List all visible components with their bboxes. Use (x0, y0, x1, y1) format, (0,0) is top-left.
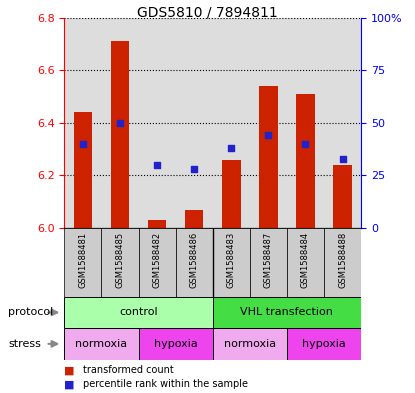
Bar (176, 228, 213, 297)
Bar (64, 297, 213, 328)
Bar (213, 328, 287, 360)
Bar (250, 228, 287, 297)
Text: control: control (119, 307, 158, 318)
Bar (139, 328, 213, 360)
Bar (333, 165, 352, 228)
Point (80, 141, 86, 147)
Text: hypoxia: hypoxia (154, 339, 198, 349)
Text: percentile rank within the sample: percentile rank within the sample (83, 379, 248, 389)
Text: GSM1588484: GSM1588484 (301, 231, 310, 288)
Text: stress: stress (8, 339, 41, 349)
Text: GSM1588488: GSM1588488 (338, 231, 347, 288)
Bar (287, 228, 324, 297)
Text: ■: ■ (64, 379, 75, 389)
Bar (259, 86, 278, 228)
Bar (287, 328, 361, 360)
Bar (64, 328, 139, 360)
Bar (296, 94, 315, 228)
Text: normoxia: normoxia (224, 339, 276, 349)
Text: GSM1588483: GSM1588483 (227, 231, 236, 288)
Point (302, 141, 309, 147)
Text: GDS5810 / 7894811: GDS5810 / 7894811 (137, 6, 278, 20)
Bar (101, 228, 139, 297)
Text: protocol: protocol (8, 307, 54, 318)
Point (117, 120, 123, 126)
Text: hypoxia: hypoxia (302, 339, 346, 349)
Text: GSM1588482: GSM1588482 (153, 231, 161, 288)
Text: transformed count: transformed count (83, 365, 174, 375)
Point (154, 162, 160, 168)
Bar (222, 160, 241, 228)
Text: ■: ■ (64, 365, 75, 375)
Text: VHL transfection: VHL transfection (240, 307, 333, 318)
Point (265, 132, 272, 139)
Text: GSM1588485: GSM1588485 (115, 231, 124, 288)
Text: GSM1588487: GSM1588487 (264, 231, 273, 288)
Bar (73, 112, 92, 228)
Point (191, 166, 198, 172)
Bar (111, 41, 129, 228)
Bar (148, 220, 166, 228)
Text: GSM1588481: GSM1588481 (78, 231, 88, 288)
Text: normoxia: normoxia (76, 339, 127, 349)
Bar (64, 228, 101, 297)
Bar (324, 228, 361, 297)
Text: GSM1588486: GSM1588486 (190, 231, 199, 288)
Bar (213, 297, 361, 328)
Point (339, 155, 346, 162)
Point (228, 145, 234, 151)
Bar (213, 228, 250, 297)
Bar (185, 209, 203, 228)
Bar (139, 228, 176, 297)
